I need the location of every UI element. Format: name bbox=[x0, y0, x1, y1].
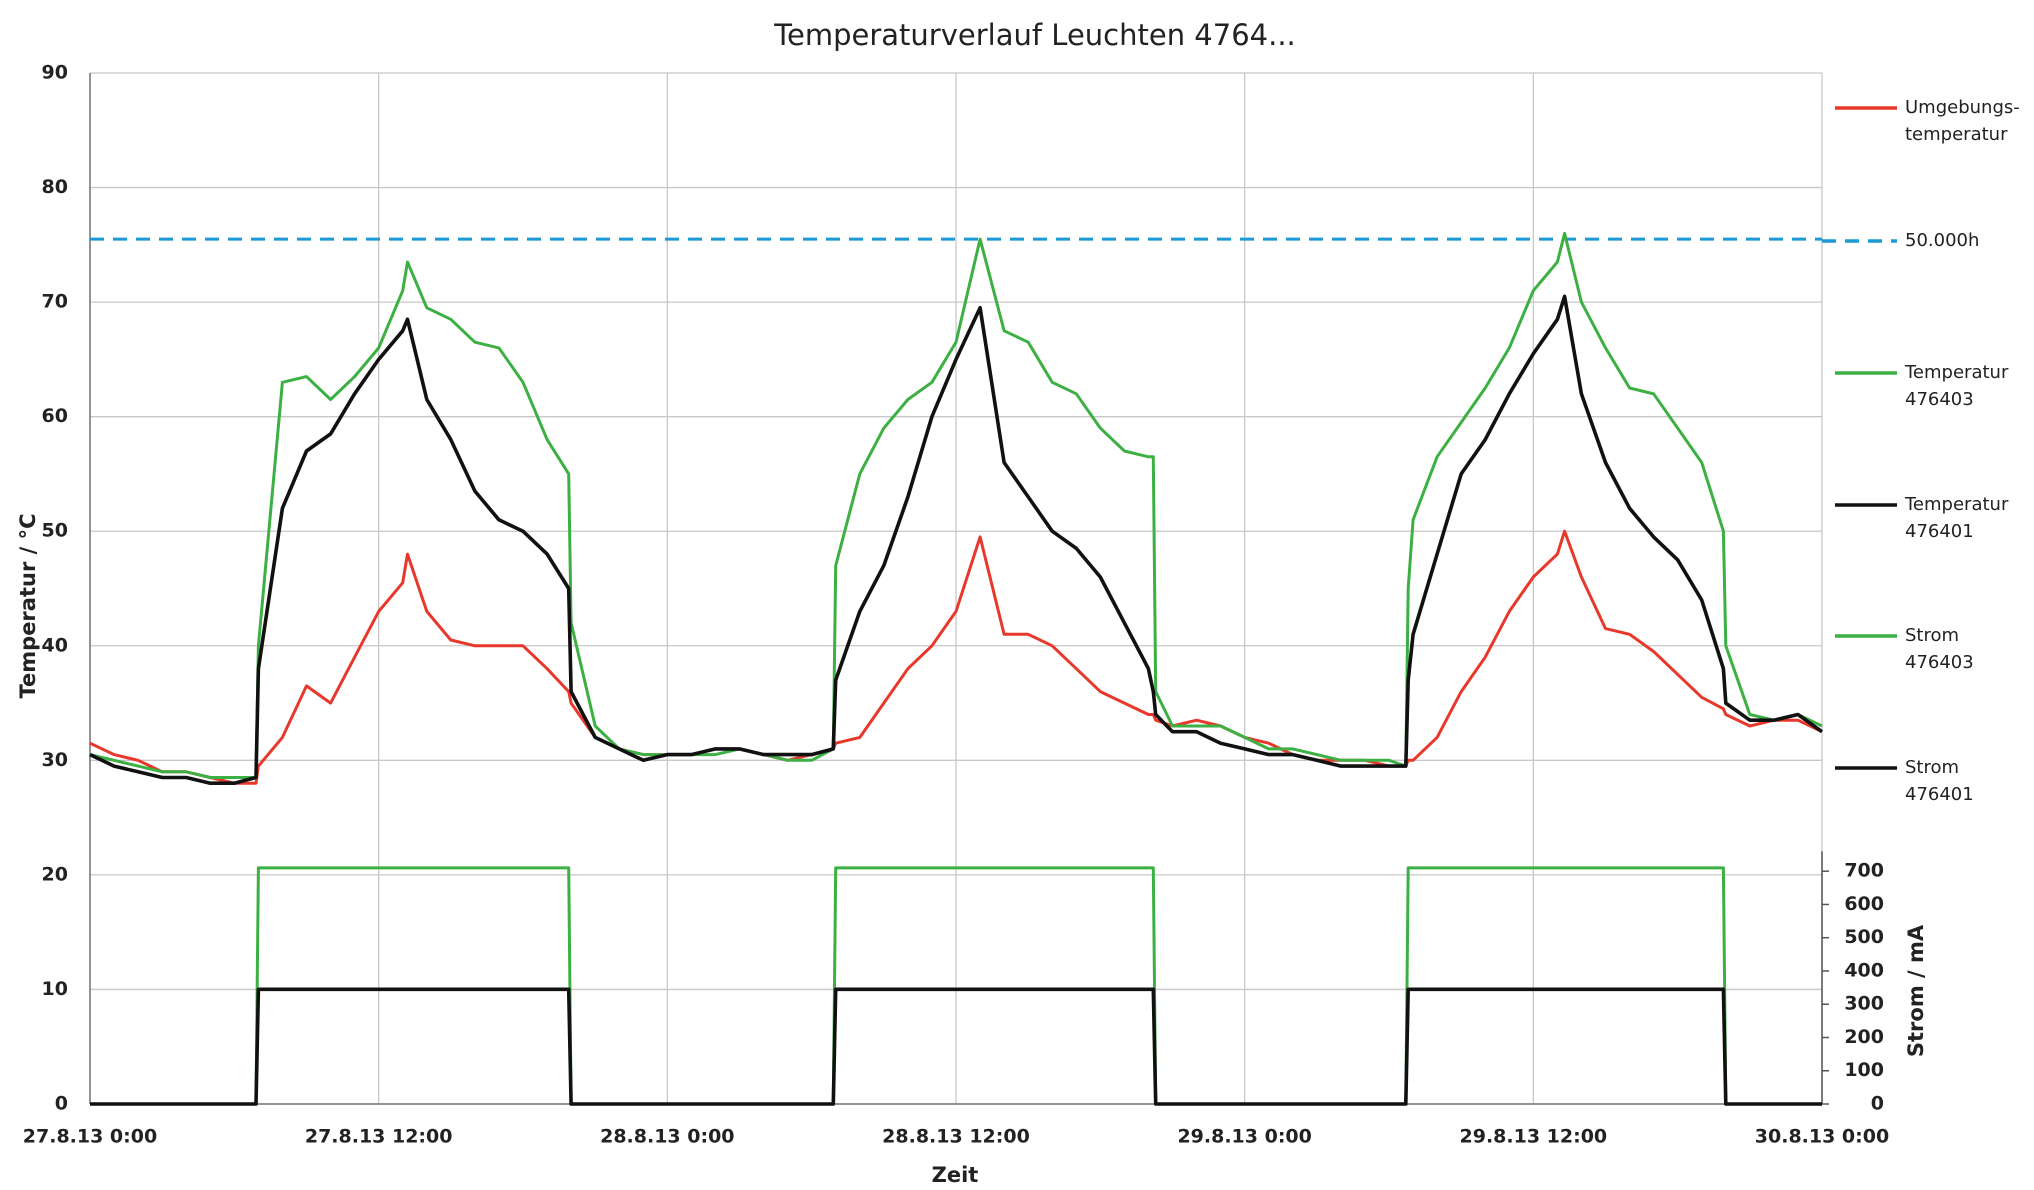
legend-label: Strom 476401 bbox=[1905, 757, 1974, 805]
series-line bbox=[90, 866, 1822, 1106]
legend-label: Temperatur 476401 bbox=[1905, 494, 2009, 542]
y-tick-label: 40 bbox=[42, 634, 68, 656]
y-tick-label: 70 bbox=[42, 291, 68, 313]
legend-label: 50.000h bbox=[1905, 230, 1980, 251]
x-tick-label: 29.8.13 0:00 bbox=[1177, 1126, 1311, 1148]
series-line bbox=[90, 987, 1822, 1106]
y2-tick-label: 400 bbox=[1844, 959, 1884, 981]
chart-title: Temperaturverlauf Leuchten 4764... bbox=[773, 18, 1296, 52]
x-tick-label: 28.8.13 12:00 bbox=[882, 1126, 1030, 1148]
x-tick-label: 29.8.13 12:00 bbox=[1460, 1126, 1608, 1148]
y-tick-label: 20 bbox=[42, 863, 68, 885]
y2-tick-label: 200 bbox=[1844, 1026, 1884, 1048]
y2-tick-label: 0 bbox=[1871, 1093, 1884, 1115]
y2-axis-title: Strom / mA bbox=[1904, 924, 1928, 1057]
legend-label: Strom 476403 bbox=[1905, 625, 1974, 673]
y2-tick-label: 600 bbox=[1844, 893, 1884, 915]
y2-tick-label: 700 bbox=[1844, 860, 1884, 882]
series-line bbox=[89, 294, 1824, 785]
y-tick-label: 0 bbox=[55, 1093, 68, 1115]
legend-label: Umgebungs- temperatur bbox=[1905, 97, 2020, 145]
y-tick-label: 30 bbox=[42, 749, 68, 771]
y-tick-label: 10 bbox=[42, 978, 68, 1000]
x-tick-label: 27.8.13 0:00 bbox=[23, 1126, 157, 1148]
y-tick-label: 80 bbox=[42, 176, 68, 198]
y2-tick-label: 500 bbox=[1844, 926, 1884, 948]
x-tick-label: 28.8.13 0:00 bbox=[600, 1126, 734, 1148]
y-axis-title: Temperatur / °C bbox=[16, 513, 40, 698]
y-tick-label: 60 bbox=[42, 405, 68, 427]
series-line bbox=[89, 231, 1823, 779]
y-tick-label: 50 bbox=[42, 520, 68, 542]
y2-tick-label: 100 bbox=[1844, 1059, 1884, 1081]
y-tick-label: 90 bbox=[42, 62, 68, 84]
legend-label: Temperatur 476403 bbox=[1905, 362, 2009, 410]
x-axis-title: Zeit bbox=[932, 1163, 979, 1187]
x-tick-label: 27.8.13 12:00 bbox=[305, 1126, 453, 1148]
x-tick-label: 30.8.13 0:00 bbox=[1755, 1126, 1889, 1148]
y2-tick-label: 300 bbox=[1844, 993, 1884, 1015]
series-line bbox=[89, 529, 1823, 785]
